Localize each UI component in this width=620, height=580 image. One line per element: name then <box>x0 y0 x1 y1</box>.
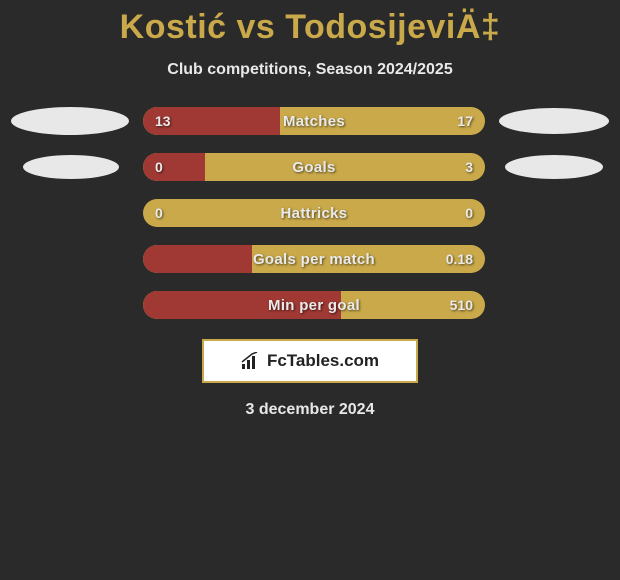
stat-right-value: 3 <box>465 153 473 181</box>
comparison-rows: 13Matches170Goals30Hattricks0Goals per m… <box>11 107 609 319</box>
stat-bar: 0Hattricks0 <box>143 199 485 227</box>
stat-right-value: 0.18 <box>446 245 473 273</box>
stat-label: Hattricks <box>143 199 485 227</box>
stat-bar: Min per goal510 <box>143 291 485 319</box>
stat-right-value: 510 <box>450 291 473 319</box>
player-left-icon <box>11 107 129 135</box>
comparison-row: 0Goals3 <box>11 153 609 181</box>
stat-label: Matches <box>143 107 485 135</box>
stat-label: Min per goal <box>143 291 485 319</box>
stat-bar: Goals per match0.18 <box>143 245 485 273</box>
stat-bar: 13Matches17 <box>143 107 485 135</box>
comparison-row: Min per goal510 <box>11 291 609 319</box>
stat-label: Goals per match <box>143 245 485 273</box>
player-right-icon <box>499 108 609 134</box>
player-right-icon <box>505 155 603 179</box>
player-left-icon <box>23 155 119 179</box>
page-subtitle: Club competitions, Season 2024/2025 <box>167 61 452 79</box>
stat-right-value: 17 <box>457 107 473 135</box>
stat-label: Goals <box>143 153 485 181</box>
comparison-row: Goals per match0.18 <box>11 245 609 273</box>
chart-icon <box>241 352 263 370</box>
comparison-row: 0Hattricks0 <box>11 199 609 227</box>
page-title: Kostić vs TodosijeviÄ‡ <box>120 8 501 47</box>
stat-bar: 0Goals3 <box>143 153 485 181</box>
branding-text: FcTables.com <box>267 351 379 371</box>
comparison-row: 13Matches17 <box>11 107 609 135</box>
stat-right-value: 0 <box>465 199 473 227</box>
date-text: 3 december 2024 <box>246 401 375 419</box>
branding-box: FcTables.com <box>202 339 418 383</box>
